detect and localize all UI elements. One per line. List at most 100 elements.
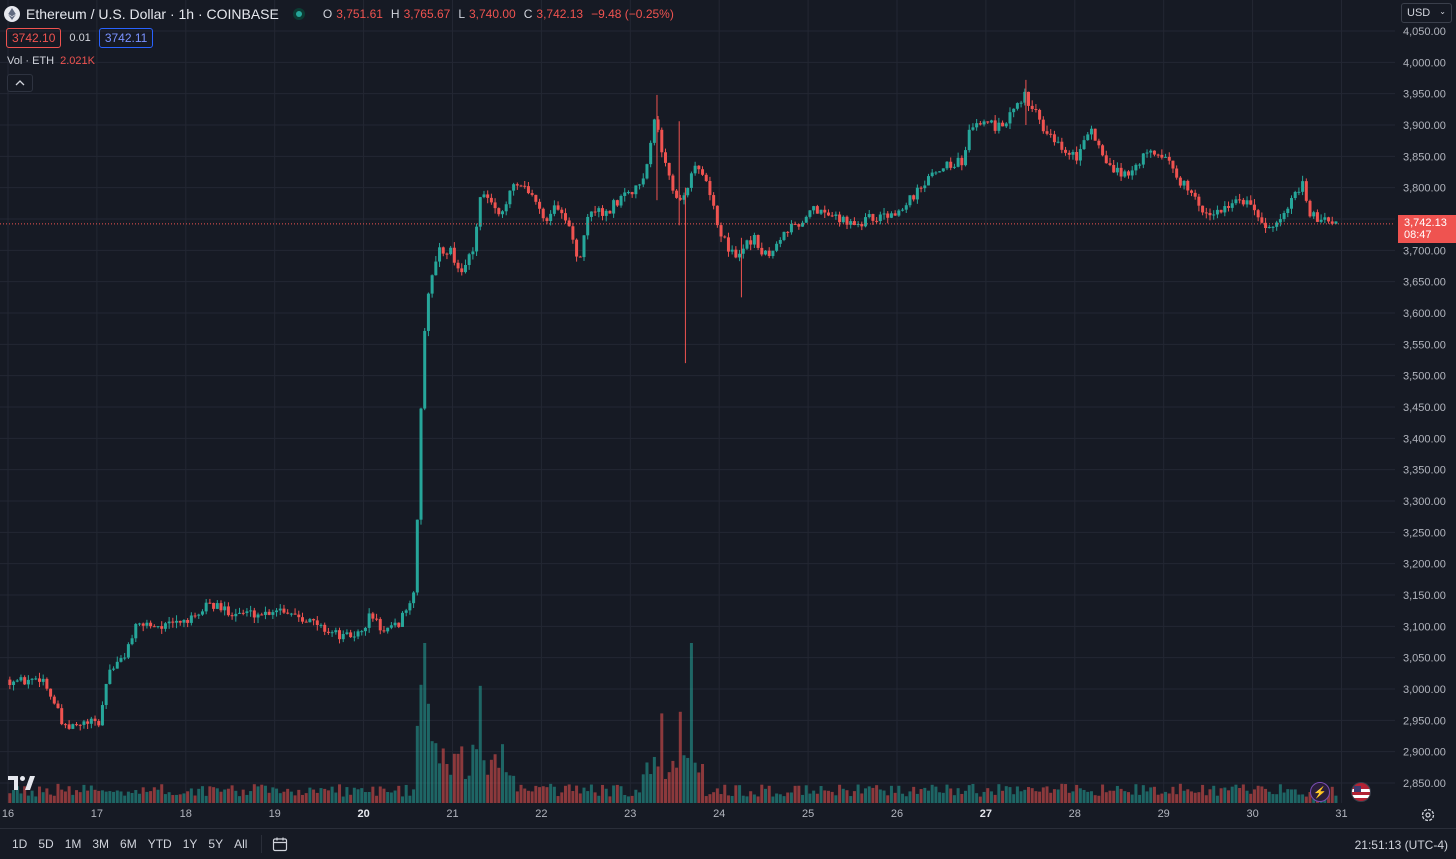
volume-bar	[486, 774, 490, 803]
candle-body	[378, 619, 382, 631]
candle-body	[997, 122, 1001, 131]
calendar-icon[interactable]	[272, 836, 288, 852]
symbol-title[interactable]: Ethereum / U.S. Dollar · 1h · COINBASE	[26, 6, 279, 22]
volume-bar	[393, 790, 397, 803]
volume-bar	[60, 789, 64, 803]
candle-body	[1182, 180, 1186, 186]
volume-bar	[1215, 795, 1219, 803]
sell-price-button[interactable]: 3742.10	[6, 28, 62, 48]
volume-bar	[345, 787, 349, 803]
volume-bar	[530, 791, 534, 803]
volume-bar	[1223, 787, 1227, 803]
range-5y[interactable]: 5Y	[208, 837, 224, 851]
candle-body	[1052, 134, 1056, 143]
candle-body	[508, 190, 512, 205]
candle-body	[1015, 103, 1019, 109]
volume-bar	[178, 794, 182, 803]
candle-body	[1286, 208, 1290, 214]
candle-body	[315, 620, 319, 626]
candle-body	[112, 668, 116, 670]
volume-bar	[638, 792, 642, 803]
candle-body	[19, 677, 23, 681]
candlestick-chart[interactable]	[0, 0, 1395, 803]
range-all[interactable]: All	[234, 837, 248, 851]
candle-body	[160, 626, 164, 629]
volume-bar	[1004, 786, 1008, 803]
volume-bar	[1204, 795, 1208, 803]
candle-body	[1089, 128, 1093, 135]
candle-body	[915, 187, 919, 200]
candle-body	[12, 681, 16, 686]
candle-body	[478, 197, 482, 227]
time-axis[interactable]: 16 17 18 19 20 21 22 23 24 25 26 27 28 29 30 31	[0, 803, 1395, 825]
flash-icon[interactable]: ⚡	[1310, 782, 1330, 802]
symbol-header: Ethereum / U.S. Dollar · 1h · COINBASE O…	[4, 4, 674, 24]
volume-bar	[726, 795, 730, 803]
range-ytd[interactable]: YTD	[147, 837, 172, 851]
candle-body	[371, 613, 375, 619]
buy-price-button[interactable]: 3742.11	[98, 28, 154, 48]
candle-body	[267, 611, 271, 615]
candle-body	[1186, 180, 1190, 191]
volume-bar	[238, 796, 242, 803]
candle-body	[601, 208, 605, 216]
price-tick-label: 3,350.00	[1403, 465, 1446, 477]
volume-bar	[878, 789, 882, 803]
candle-body	[1086, 134, 1090, 141]
volume-bar	[86, 790, 90, 803]
candle-body	[1093, 128, 1097, 141]
volume-bar	[82, 784, 86, 803]
volume-bar	[445, 764, 449, 803]
range-6m[interactable]: 6M	[120, 837, 137, 851]
candle-body	[767, 250, 771, 257]
volume-bar	[423, 643, 427, 803]
candle-body	[1123, 171, 1127, 177]
quote-row: 3742.10 0.01 3742.11	[6, 28, 154, 48]
candle-body	[930, 172, 934, 177]
tradingview-logo[interactable]	[8, 776, 36, 794]
volume-bar	[475, 749, 479, 803]
chart-canvas[interactable]	[0, 0, 1395, 803]
candle-body	[1138, 164, 1142, 166]
candle-body	[1267, 226, 1271, 229]
volume-bar	[241, 789, 245, 803]
price-axis[interactable]: 4,050.00 4,000.00 3,950.00 3,900.00 3,850.00…	[1395, 0, 1456, 803]
candle-body	[375, 618, 379, 620]
candle-body	[1082, 140, 1086, 150]
currency-label: USD	[1407, 7, 1431, 19]
candle-body	[293, 613, 297, 615]
volume-bar	[149, 791, 153, 803]
clock-time[interactable]: 21:51:13 (UTC-4)	[1354, 838, 1448, 852]
volume-bar	[1230, 786, 1234, 803]
candle-body	[541, 208, 545, 219]
volume-bar	[212, 787, 216, 803]
collapse-legend-button[interactable]	[7, 74, 33, 92]
volume-bar	[363, 792, 367, 803]
volume-bar	[578, 793, 582, 803]
candle-body	[1230, 203, 1234, 208]
candle-body	[656, 119, 660, 130]
currency-select[interactable]: USD ⌄	[1401, 3, 1452, 23]
candle-body	[1045, 131, 1049, 134]
candle-body	[426, 293, 430, 331]
range-5d[interactable]: 5D	[38, 837, 54, 851]
volume-bar	[1171, 786, 1175, 803]
volume-bar	[89, 785, 93, 803]
candle-body	[260, 614, 264, 616]
candle-body	[226, 606, 230, 616]
gear-icon[interactable]	[1420, 807, 1436, 823]
candle-body	[219, 603, 223, 611]
volume-legend[interactable]: Vol · ETH 2.021K	[7, 55, 95, 67]
us-flag-icon[interactable]	[1351, 782, 1371, 802]
range-1m[interactable]: 1M	[64, 837, 82, 851]
candle-body	[341, 633, 345, 640]
volume-bar	[1152, 786, 1156, 803]
market-status-icon[interactable]	[292, 8, 305, 20]
candle-body	[145, 622, 149, 626]
volume-bar	[382, 788, 386, 803]
range-1d[interactable]: 1D	[12, 837, 28, 851]
volume-bar	[171, 795, 175, 803]
volume-bar	[130, 792, 134, 803]
range-1y[interactable]: 1Y	[182, 837, 198, 851]
range-3m[interactable]: 3M	[92, 837, 110, 851]
